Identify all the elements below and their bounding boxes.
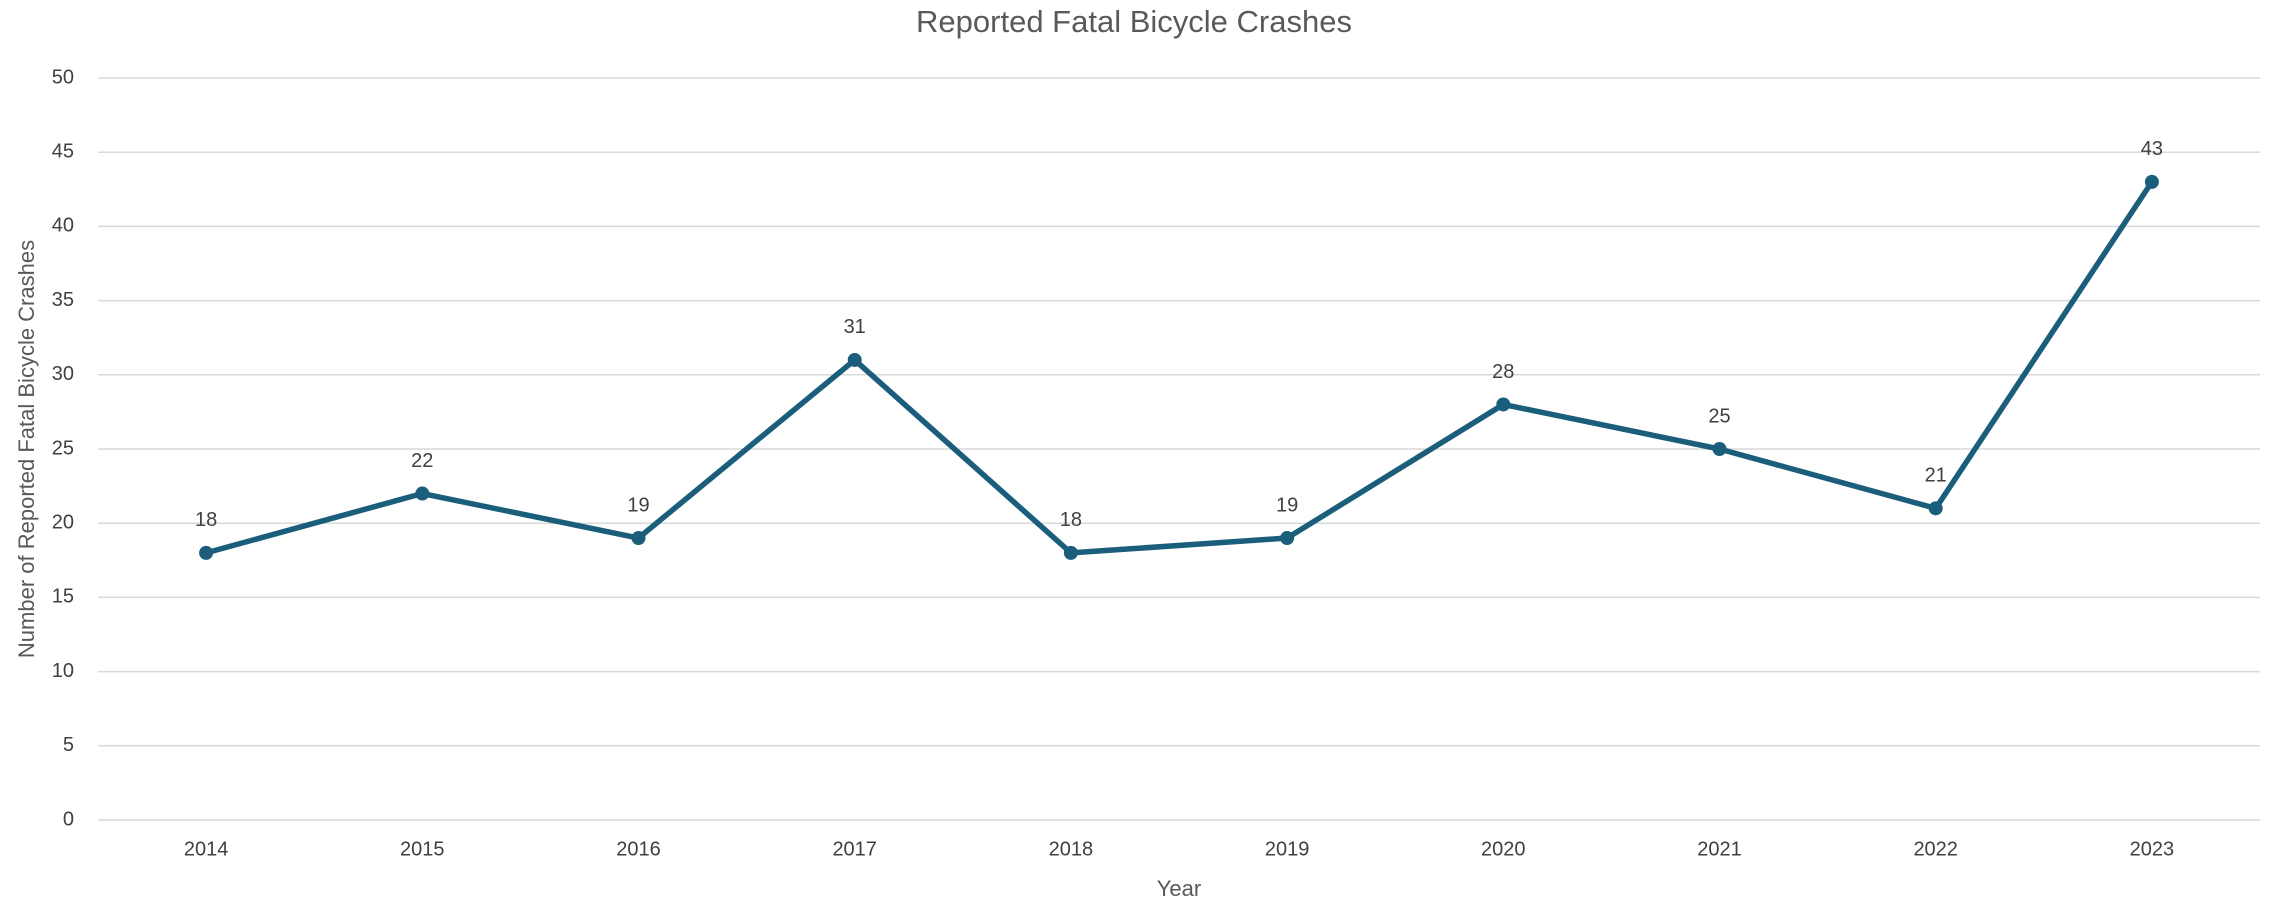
x-tick-label: 2015 — [400, 838, 445, 860]
y-tick-label: 30 — [52, 363, 74, 385]
x-tick-label: 2023 — [2130, 838, 2175, 860]
marker — [415, 486, 430, 501]
line — [205, 180, 2155, 556]
data-label: 18 — [1060, 509, 1082, 531]
x-tick-label: 2014 — [184, 838, 229, 860]
data-label: 31 — [844, 316, 866, 338]
marker — [1712, 442, 1727, 456]
marker — [2144, 174, 2159, 189]
marker — [1063, 545, 1078, 560]
y-tick-label: 40 — [52, 215, 74, 237]
x-tick-label: 2017 — [832, 838, 877, 860]
x-tick-label: 2019 — [1265, 838, 1310, 860]
data-label: 28 — [1492, 361, 1514, 383]
data-label: 21 — [1925, 465, 1947, 487]
marker — [199, 545, 214, 560]
data-label: 19 — [1276, 494, 1298, 516]
y-tick-label: 45 — [52, 140, 74, 162]
x-axis-label: Year — [1157, 876, 1201, 901]
x-tick-label: 2021 — [1697, 838, 1742, 860]
marker — [1280, 531, 1295, 546]
x-tick-label: 2022 — [1913, 838, 1958, 860]
marker — [631, 531, 646, 546]
y-tick-label: 0 — [63, 808, 74, 830]
y-tick-label: 50 — [52, 66, 74, 88]
x-tick-label: 2020 — [1481, 838, 1526, 860]
y-axis-label: Number of Reported Fatal Bicycle Crashes — [14, 240, 39, 658]
y-tick-label: 10 — [52, 660, 74, 682]
y-tick-label: 35 — [52, 289, 74, 311]
data-label: 25 — [1708, 405, 1730, 427]
marker — [847, 352, 862, 367]
y-tick-label: 20 — [52, 511, 74, 533]
x-tick-label: 2016 — [616, 838, 661, 860]
data-label: 19 — [627, 494, 649, 516]
chart-title: Reported Fatal Bicycle Crashes — [916, 4, 1352, 39]
data-label: 22 — [411, 450, 433, 472]
marker — [1928, 501, 1943, 516]
data-label: 43 — [2141, 138, 2163, 160]
marker — [1496, 397, 1511, 412]
y-tick-label: 5 — [63, 734, 74, 756]
y-tick-label: 25 — [52, 437, 74, 459]
x-tick-label: 2018 — [1049, 838, 1094, 860]
y-tick-label: 15 — [52, 586, 74, 608]
data-label: 18 — [195, 509, 217, 531]
